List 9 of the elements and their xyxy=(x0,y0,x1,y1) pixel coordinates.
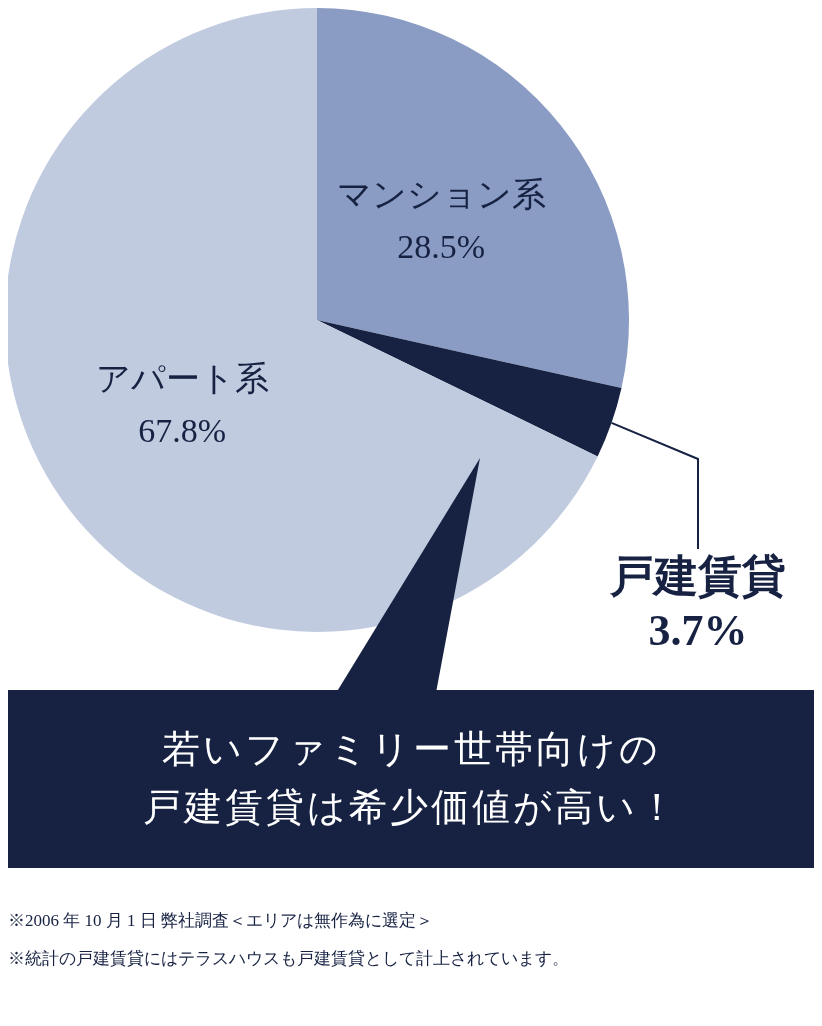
text: 若いファミリー世帯向けの戸建賃貸は希少価値が高い！ xyxy=(142,727,680,830)
data-label: 67.8% xyxy=(138,411,227,449)
text: ※統計の戸建賃貸にはテラスハウスも戸建賃貸として計上されています。 xyxy=(8,948,570,970)
slice-label: マンション系 xyxy=(336,176,546,214)
data-label: 3.7% xyxy=(648,605,748,655)
slice-label: 戸建賃貸 xyxy=(609,551,786,601)
data-label: 28.5% xyxy=(397,228,485,266)
text: ※2006 年 10 月 1 日 弊社調査＜エリアは無作為に選定＞ xyxy=(8,910,434,932)
slice-label: アパート系 xyxy=(95,359,269,397)
